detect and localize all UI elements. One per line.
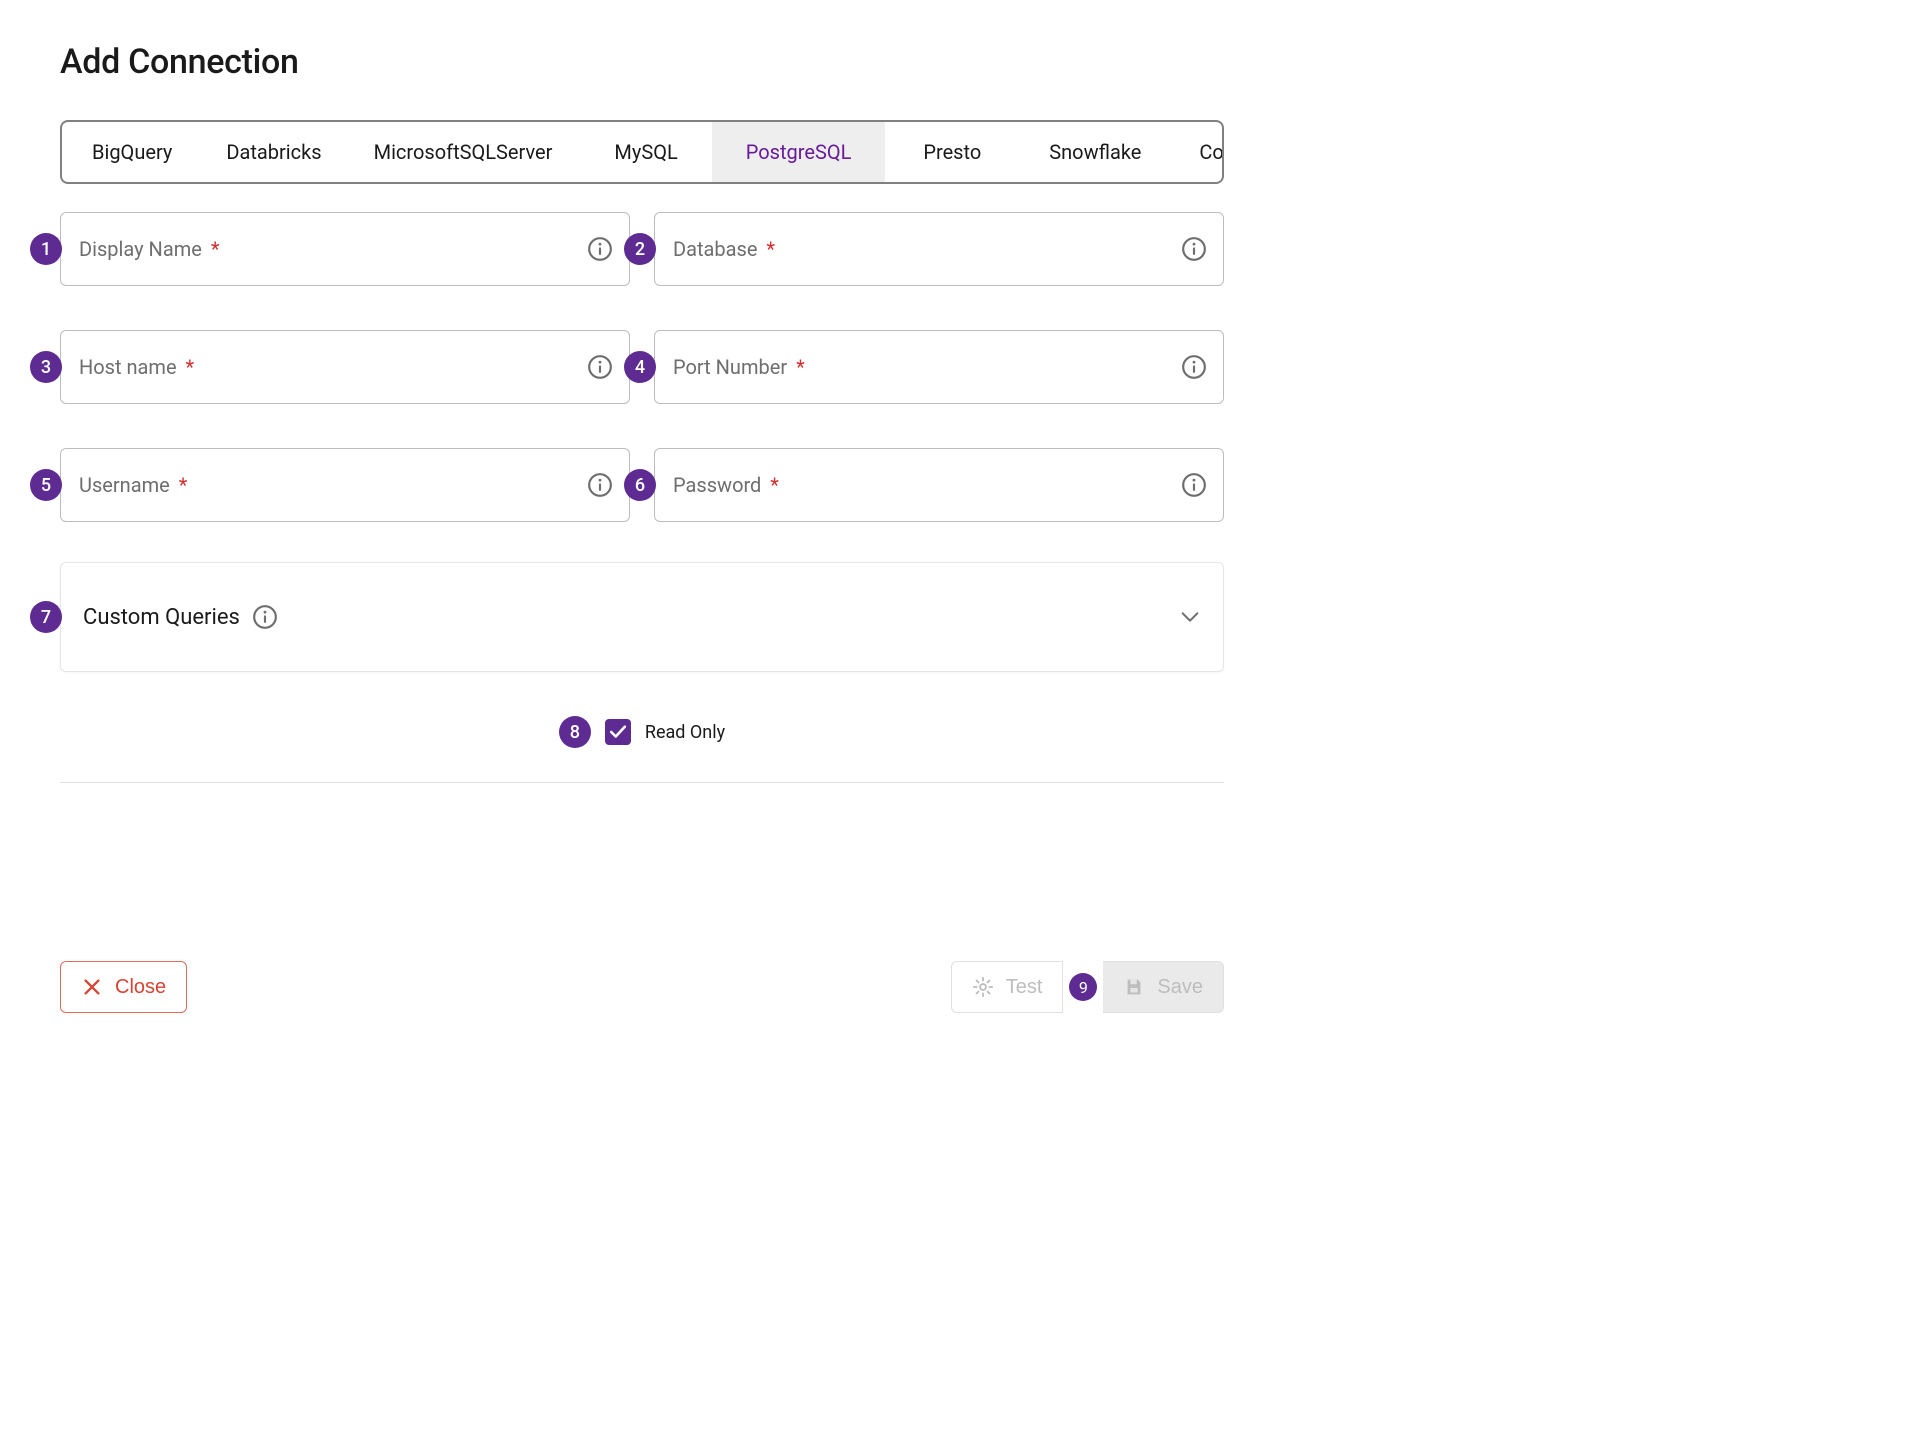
annotation-badge-8: 8 [559,716,591,748]
annotation-badge-7: 7 [30,601,62,633]
dialog-footer: Close Test 9 Save [60,953,1224,1013]
username-label: Username * [79,473,187,497]
chevron-down-icon[interactable] [1179,606,1201,628]
host-name-field[interactable]: Host name * [60,330,630,404]
close-button-label: Close [115,976,166,999]
info-icon[interactable] [1181,354,1207,380]
field-wrap-port-number: 4 Port Number * [654,330,1224,404]
tab-bigquery[interactable]: BigQuery [62,122,202,182]
right-buttons: Test 9 Save [951,961,1224,1013]
gear-icon [972,976,994,998]
test-button[interactable]: Test [951,961,1064,1013]
field-wrap-password: 6 Password * [654,448,1224,522]
custom-queries-label: Custom Queries [83,605,240,630]
tab-postgresql[interactable]: PostgreSQL [712,122,886,182]
tab-microsoftsqlserver[interactable]: MicrosoftSQLServer [346,122,581,182]
display-name-label: Display Name * [79,237,219,261]
password-field[interactable]: Password * [654,448,1224,522]
annotation-badge-2: 2 [624,233,656,265]
close-icon [81,976,103,998]
read-only-checkbox[interactable] [605,719,631,745]
info-icon[interactable] [1181,236,1207,262]
annotation-badge-6: 6 [624,469,656,501]
field-wrap-database: 2 Database * [654,212,1224,286]
annotation-badge-3: 3 [30,351,62,383]
info-icon[interactable] [587,236,613,262]
annotation-badge-4: 4 [624,351,656,383]
connection-type-tabs: BigQuery Databricks MicrosoftSQLServer M… [60,120,1224,184]
database-label: Database * [673,237,775,261]
close-button[interactable]: Close [60,961,187,1013]
tab-snowflake[interactable]: Snowflake [1019,122,1171,182]
divider [60,782,1224,783]
host-name-label: Host name * [79,355,194,379]
custom-queries-section[interactable]: Custom Queries [60,562,1224,672]
field-wrap-username: 5 Username * [60,448,630,522]
database-field[interactable]: Database * [654,212,1224,286]
tab-mysql[interactable]: MySQL [580,122,711,182]
info-icon[interactable] [1181,472,1207,498]
save-button-label: Save [1157,976,1203,999]
annotation-badge-1: 1 [30,233,62,265]
field-wrap-display-name: 1 Display Name * [60,212,630,286]
annotation-badge-9: 9 [1069,973,1097,1001]
info-icon[interactable] [587,472,613,498]
password-label: Password * [673,473,779,497]
test-button-label: Test [1006,976,1043,999]
read-only-label: Read Only [645,722,725,743]
display-name-field[interactable]: Display Name * [60,212,630,286]
tab-presto[interactable]: Presto [885,122,1019,182]
info-icon[interactable] [587,354,613,380]
tab-connectionstring[interactable]: ConnectionString [1171,122,1224,182]
connection-form: 1 Display Name * 2 Database * 3 Host n [60,212,1224,522]
info-icon[interactable] [252,604,278,630]
custom-queries-wrap: 7 Custom Queries [60,562,1224,672]
read-only-row: 8 Read Only [60,716,1224,782]
save-button[interactable]: Save [1103,961,1224,1013]
port-number-label: Port Number * [673,355,805,379]
tab-databricks[interactable]: Databricks [202,122,345,182]
annotation-badge-5: 5 [30,469,62,501]
page-title: Add Connection [60,42,1224,82]
username-field[interactable]: Username * [60,448,630,522]
save-icon [1123,976,1145,998]
port-number-field[interactable]: Port Number * [654,330,1224,404]
field-wrap-host-name: 3 Host name * [60,330,630,404]
